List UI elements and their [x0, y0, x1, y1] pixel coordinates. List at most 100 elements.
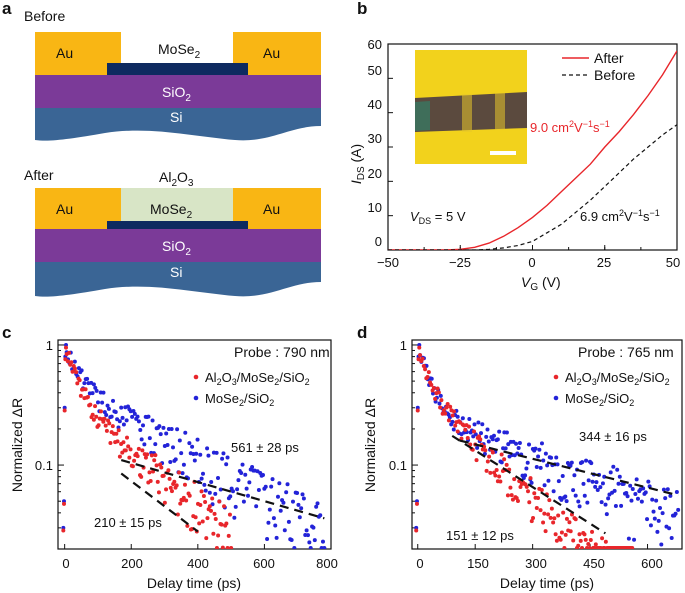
d-blue-point	[676, 507, 681, 512]
d-blue-point	[611, 464, 616, 469]
d-blue-point	[475, 445, 480, 450]
c-blue-point	[132, 411, 137, 416]
c-red-point	[121, 440, 126, 445]
c-red-point	[77, 378, 82, 383]
c-blue-point	[235, 487, 240, 492]
d-xtick-0: 0	[416, 556, 423, 571]
panel-b-letter: b	[357, 0, 367, 18]
d-blue-point	[517, 440, 522, 445]
c-red-point	[126, 444, 131, 449]
d-blue-point	[545, 463, 550, 468]
c-red-point	[187, 493, 192, 498]
c-red-point	[94, 414, 99, 419]
d-blue-point	[546, 478, 551, 483]
c-blue-point	[275, 494, 280, 499]
au-left-label-before: Au	[56, 45, 73, 61]
au-left-label-after: Au	[56, 201, 73, 217]
c-red-point	[78, 393, 83, 398]
c-blue-point	[232, 515, 237, 520]
d-blue-point	[639, 499, 644, 504]
d-blue-point	[576, 499, 581, 504]
c-blue-point	[85, 376, 90, 381]
c-red-point	[61, 501, 66, 506]
c-blue-point	[115, 417, 120, 422]
c-blue-point	[113, 409, 118, 414]
c-xtick-4: 800	[316, 556, 338, 571]
c-red-point	[136, 446, 141, 451]
c-red-point	[213, 517, 218, 522]
c-blue-point	[290, 499, 295, 504]
inset-micrograph	[415, 50, 527, 164]
d-red-point	[568, 529, 573, 534]
d-red-point	[531, 515, 536, 520]
d-xtick-2: 300	[525, 556, 547, 571]
c-red-point	[62, 408, 67, 413]
d-blue-point	[603, 502, 608, 507]
c-red-point	[96, 423, 101, 428]
c-blue-point	[146, 414, 151, 419]
c-blue-point	[111, 398, 116, 403]
d-blue-point	[569, 460, 574, 465]
d-red-point	[571, 538, 576, 543]
c-blue-point	[289, 537, 294, 542]
c-blue-point	[109, 414, 114, 419]
b-ytick-6: 60	[368, 37, 382, 52]
d-red-point	[603, 539, 608, 544]
d-blue-point	[437, 401, 442, 406]
c-blue-point	[192, 458, 197, 463]
c-blue-point	[322, 545, 327, 549]
c-blue-point	[101, 390, 106, 395]
c-red-point	[204, 536, 209, 541]
c-red-point	[148, 479, 153, 484]
d-red-point	[478, 437, 483, 442]
c-red-point	[145, 452, 150, 457]
panel-c: c Probe : 790 nm Al2O3/MoSe2/SiO2 MoSe2/…	[2, 323, 338, 591]
d-blue-point	[654, 498, 659, 503]
d-red-point	[576, 543, 581, 548]
c-blue-point	[308, 545, 313, 549]
c-red-point	[197, 521, 202, 526]
c-blue-point	[250, 465, 255, 470]
d-red-point	[429, 382, 434, 387]
d-red-point	[445, 402, 450, 407]
c-blue-point	[100, 400, 105, 405]
c-red-point	[152, 458, 157, 463]
d-red-point	[499, 452, 504, 457]
d-blue-point	[455, 414, 460, 419]
c-red-point	[164, 487, 169, 492]
d-red-point	[528, 476, 533, 481]
c-fit-red-line	[120, 472, 199, 533]
au-right-label-before: Au	[263, 45, 280, 61]
inset-scale-bar	[490, 151, 516, 155]
c-blue-point	[312, 538, 317, 543]
c-red-point	[83, 387, 88, 392]
c-blue-point	[218, 487, 223, 492]
al2o3-layer	[121, 188, 233, 221]
c-red-point	[90, 412, 95, 417]
c-red-point	[65, 359, 70, 364]
d-blue-point	[479, 431, 484, 436]
c-blue-point	[190, 444, 195, 449]
c-probe-label: Probe : 790 nm	[234, 344, 330, 360]
d-blue-point	[663, 496, 668, 501]
d-red-point	[435, 386, 440, 391]
d-ytick-0p1: 0.1	[389, 458, 407, 473]
c-red-point	[200, 519, 205, 524]
c-blue-point	[269, 484, 274, 489]
d-red-point	[423, 367, 428, 372]
d-legend-red-label: Al2O3/MoSe2/SiO2	[565, 370, 670, 387]
d-red-point	[463, 427, 468, 432]
mose2-flake-after	[107, 221, 248, 229]
c-red-point	[117, 454, 122, 459]
d-blue-point	[551, 489, 556, 494]
c-red-point	[130, 464, 135, 469]
c-blue-point	[281, 500, 286, 505]
d-legend-blue-marker	[553, 395, 559, 401]
d-red-point	[474, 458, 479, 463]
d-fit-blue-line	[459, 439, 679, 497]
d-blue-point	[554, 455, 559, 460]
c-xtick-3: 600	[253, 556, 275, 571]
c-blue-point	[233, 504, 238, 509]
c-red-point	[143, 455, 148, 460]
